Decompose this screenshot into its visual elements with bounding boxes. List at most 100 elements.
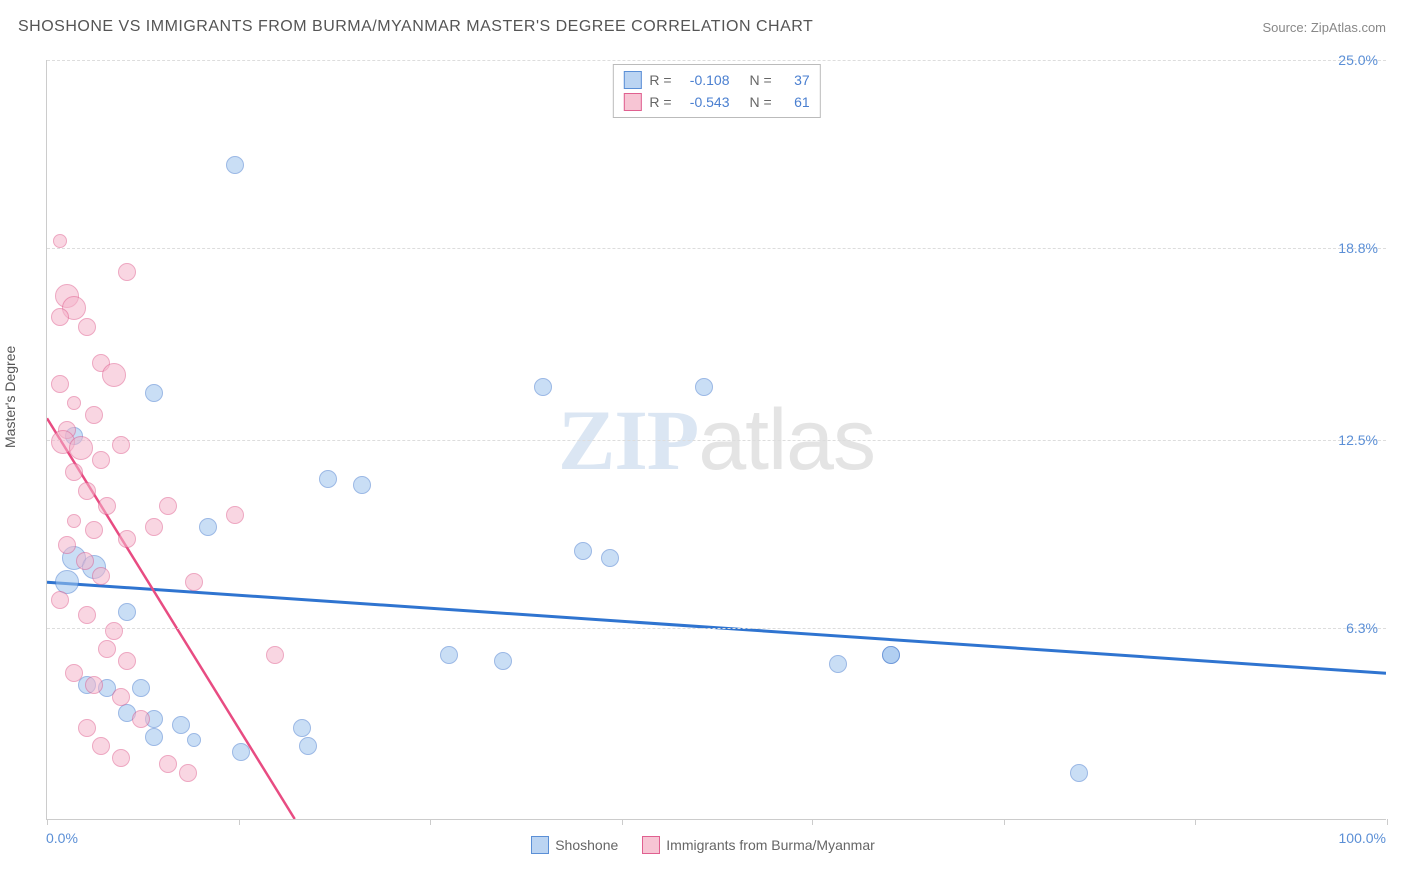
data-point [67,514,81,528]
data-point [299,737,317,755]
n-label: N = [750,72,772,88]
data-point [293,719,311,737]
swatch-icon [642,836,660,854]
data-point [232,743,250,761]
legend-row-shoshone: R = -0.108 N = 37 [623,69,809,91]
data-point [145,518,163,536]
data-point [53,234,67,248]
r-label: R = [649,72,671,88]
data-point [266,646,284,664]
data-point [319,470,337,488]
chart-title: SHOSHONE VS IMMIGRANTS FROM BURMA/MYANMA… [18,18,813,36]
gridline [47,248,1386,249]
legend-label: Shoshone [555,837,618,853]
data-point [159,497,177,515]
swatch-icon [531,836,549,854]
r-value: -0.543 [680,94,730,110]
series-legend: Shoshone Immigrants from Burma/Myanmar [0,836,1406,854]
r-value: -0.108 [680,72,730,88]
data-point [65,664,83,682]
data-point [118,263,136,281]
x-tick [1004,819,1005,825]
data-point [112,436,130,454]
data-point [78,606,96,624]
data-point [882,646,900,664]
data-point [159,755,177,773]
y-tick-label: 18.8% [1338,240,1378,256]
n-value: 37 [780,72,810,88]
data-point [145,384,163,402]
data-point [112,749,130,767]
x-tick [812,819,813,825]
data-point [92,567,110,585]
gridline [47,60,1386,61]
data-point [102,363,126,387]
y-tick-label: 6.3% [1346,620,1378,636]
data-point [105,622,123,640]
data-point [67,396,81,410]
legend-item-shoshone: Shoshone [531,836,618,854]
data-point [440,646,458,664]
data-point [829,655,847,673]
data-point [185,573,203,591]
data-point [118,652,136,670]
data-point [98,640,116,658]
legend-row-burma: R = -0.543 N = 61 [623,91,809,113]
data-point [1070,764,1088,782]
x-tick [239,819,240,825]
data-point [51,308,69,326]
data-point [534,378,552,396]
data-point [98,497,116,515]
data-point [78,719,96,737]
data-point [172,716,190,734]
data-point [179,764,197,782]
gridline [47,628,1386,629]
data-point [132,710,150,728]
data-point [353,476,371,494]
data-point [85,406,103,424]
x-tick [1195,819,1196,825]
data-point [132,679,150,697]
data-point [118,603,136,621]
x-tick [47,819,48,825]
data-point [78,482,96,500]
data-point [118,530,136,548]
r-label: R = [649,94,671,110]
correlation-legend: R = -0.108 N = 37 R = -0.543 N = 61 [612,64,820,118]
data-point [69,436,93,460]
x-tick [430,819,431,825]
data-point [76,552,94,570]
swatch-icon [623,71,641,89]
n-value: 61 [780,94,810,110]
legend-item-burma: Immigrants from Burma/Myanmar [642,836,874,854]
legend-label: Immigrants from Burma/Myanmar [666,837,874,853]
data-point [226,156,244,174]
data-point [78,318,96,336]
data-point [601,549,619,567]
data-point [92,451,110,469]
y-axis-label: Master's Degree [2,346,18,448]
data-point [58,536,76,554]
swatch-icon [623,93,641,111]
data-point [494,652,512,670]
data-point [574,542,592,560]
n-label: N = [750,94,772,110]
data-point [85,521,103,539]
data-point [199,518,217,536]
data-point [187,733,201,747]
data-point [112,688,130,706]
data-point [51,591,69,609]
y-tick-label: 12.5% [1338,432,1378,448]
gridline [47,440,1386,441]
data-point [226,506,244,524]
data-point [85,676,103,694]
data-point [695,378,713,396]
y-tick-label: 25.0% [1338,52,1378,68]
data-point [92,737,110,755]
x-tick [1387,819,1388,825]
chart-plot-area: ZIPatlas R = -0.108 N = 37 R = -0.543 N … [46,60,1386,820]
source-attribution: Source: ZipAtlas.com [1262,20,1386,35]
data-point [51,375,69,393]
x-tick [622,819,623,825]
data-point [65,463,83,481]
